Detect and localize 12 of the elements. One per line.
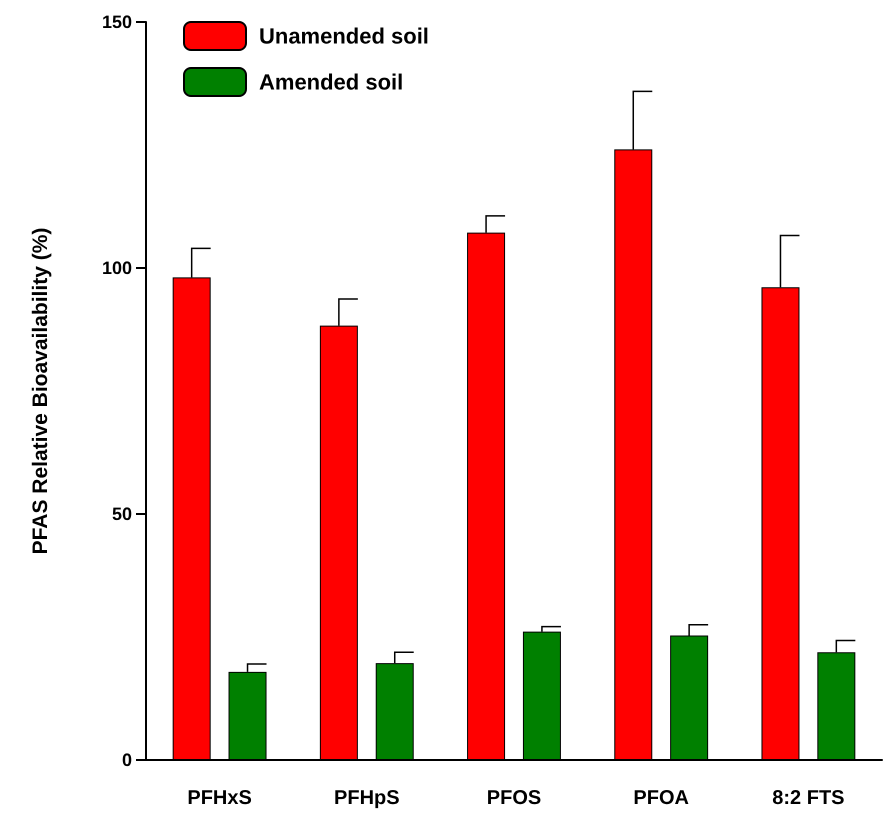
x-tick-label: 8:2 FTS [772,787,845,809]
legend-label: Amended soil [259,70,404,94]
y-tick-label: 150 [102,12,132,32]
y-axis-title: PFAS Relative Bioavailability (%) [29,228,52,554]
legend-label: Unamended soil [259,24,429,48]
x-tick-label: PFOA [633,787,689,809]
x-tick-label: PFHxS [187,787,252,809]
x-tick-label: PFOS [486,787,542,809]
y-tick-label: 100 [102,258,132,278]
y-tick-label: 0 [122,750,132,770]
y-tick-label: 50 [112,504,132,524]
x-tick-label: PFHpS [334,787,400,809]
